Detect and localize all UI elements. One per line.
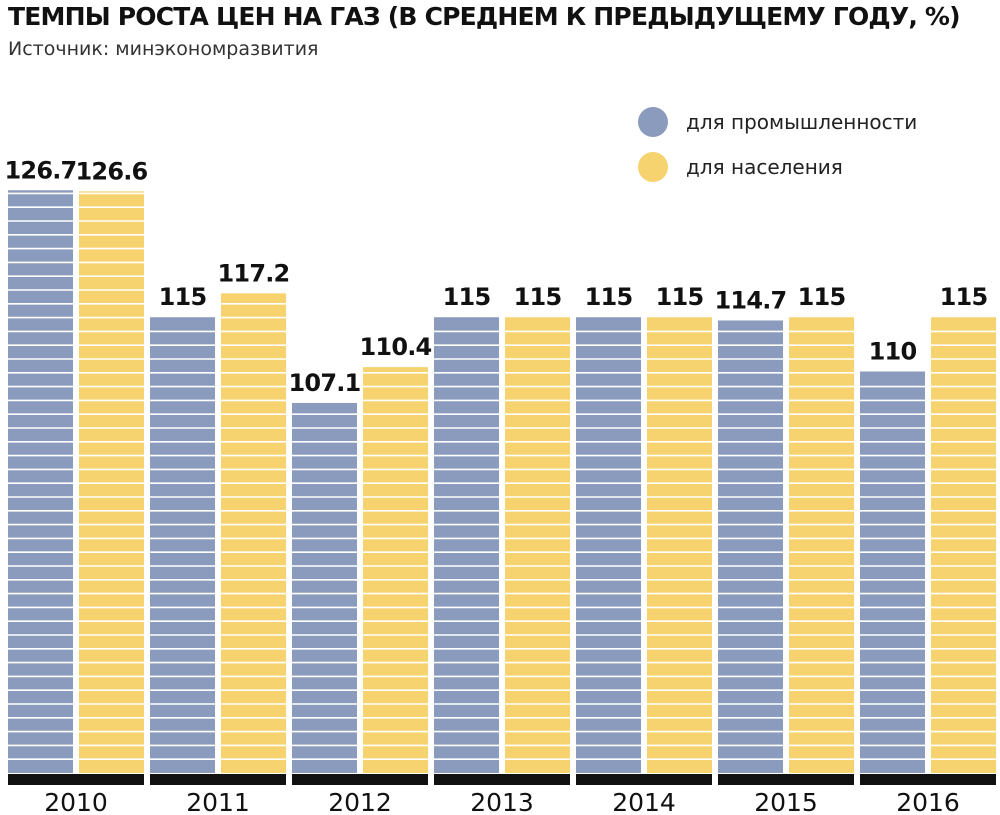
bar-2012-industry	[292, 402, 357, 773]
bar-2012-population	[363, 367, 428, 773]
baseline-2016	[860, 774, 996, 785]
value-label-2014-population: 115	[656, 283, 704, 311]
bar-2015-population	[789, 317, 854, 773]
bar-2011-population	[221, 293, 286, 773]
value-label-2015-industry: 114.7	[715, 286, 787, 314]
bar-2016-population	[931, 317, 996, 773]
chart-subtitle: Источник: минэкономразвития	[8, 38, 319, 60]
legend-item-industry: для промышленности	[638, 100, 917, 144]
bar-2011-industry	[150, 317, 215, 773]
baseline-2014	[576, 774, 712, 785]
value-label-2013-industry: 115	[443, 283, 491, 311]
legend-label-industry: для промышленности	[686, 110, 918, 134]
legend-item-population: для населения	[638, 145, 917, 189]
value-label-2016-population: 115	[940, 283, 988, 311]
value-label-2014-industry: 115	[585, 283, 633, 311]
value-label-2011-population: 117.2	[218, 259, 290, 287]
x-tick-label-2014: 2014	[612, 788, 676, 815]
bar-2010-population	[79, 191, 144, 773]
legend-label-population: для населения	[686, 155, 843, 179]
x-tick-label-2013: 2013	[470, 788, 534, 815]
value-label-2010-industry: 126.7	[5, 156, 77, 184]
x-tick-label-2010: 2010	[44, 788, 108, 815]
bar-2014-industry	[576, 317, 641, 773]
bar-2013-population	[505, 317, 570, 773]
value-label-2011-industry: 115	[159, 283, 207, 311]
bar-2015-industry	[718, 320, 783, 773]
legend-swatch-industry	[638, 107, 668, 137]
value-label-2013-population: 115	[514, 283, 562, 311]
bar-2016-industry	[860, 371, 925, 773]
x-tick-label-2011: 2011	[186, 788, 250, 815]
x-tick-label-2012: 2012	[328, 788, 392, 815]
value-label-2016-industry: 110	[869, 337, 917, 365]
baseline-2015	[718, 774, 854, 785]
baseline-2013	[434, 774, 570, 785]
baseline-2012	[292, 774, 428, 785]
baseline-2011	[150, 774, 286, 785]
x-tick-label-2016: 2016	[896, 788, 960, 815]
x-tick-label-2015: 2015	[754, 788, 818, 815]
legend: для промышленности для населения	[638, 100, 917, 190]
bar-2014-population	[647, 317, 712, 773]
value-label-2010-population: 126.6	[76, 157, 148, 185]
legend-swatch-population	[638, 152, 668, 182]
bar-2013-industry	[434, 317, 499, 773]
bar-2010-industry	[8, 190, 73, 773]
value-label-2012-industry: 107.1	[289, 369, 361, 397]
baseline-2010	[8, 774, 144, 785]
value-label-2012-population: 110.4	[360, 333, 432, 361]
chart-title: ТЕМПЫ РОСТА ЦЕН НА ГАЗ (В СРЕДНЕМ К ПРЕД…	[8, 2, 961, 31]
value-label-2015-population: 115	[798, 283, 846, 311]
